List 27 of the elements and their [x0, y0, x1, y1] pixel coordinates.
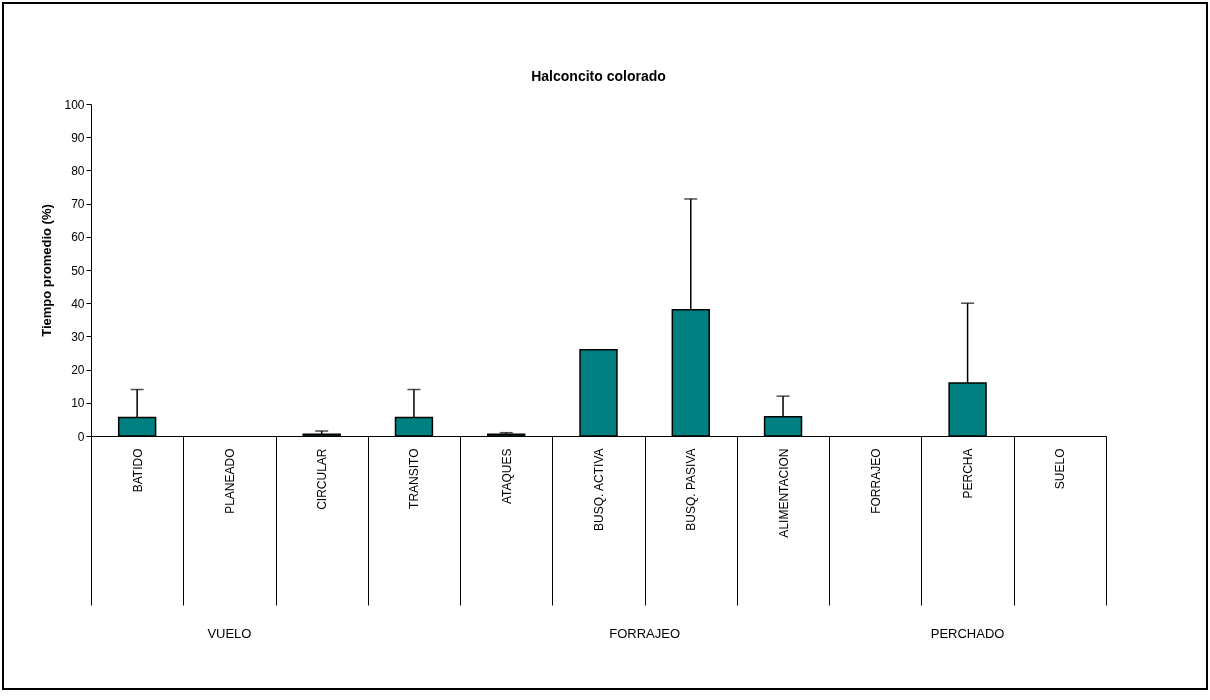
text: FORRAJEO	[609, 626, 681, 641]
x-tick-label: PLANEADO	[222, 448, 237, 514]
y-tick-label: 10	[71, 396, 85, 411]
y-tick-label: 60	[71, 230, 85, 245]
x-tick-label: ALIMENTACION	[776, 448, 791, 538]
y-tick-label: 0	[77, 429, 85, 444]
y-tick-label: 30	[71, 329, 85, 344]
x-tick-label: ATAQUES	[499, 448, 514, 505]
y-axis-title: Tiempo promedio (%)	[39, 204, 55, 337]
x-tick-label: BATIDO	[130, 448, 145, 493]
y-tick-label: 100	[64, 97, 85, 112]
y-tick-label: 20	[71, 363, 85, 378]
y-tick-label: 50	[71, 263, 85, 278]
chart-title: Halconcito colorado	[531, 68, 666, 84]
text: PERCHADO	[930, 626, 1005, 641]
x-tick-label: SUELO	[1053, 448, 1068, 490]
x-tick-label: TRANSITO	[407, 448, 422, 509]
x-tick-label: FORRAJEO	[868, 448, 883, 514]
y-tick-label: 70	[71, 197, 85, 212]
x-tick-label: CIRCULAR	[315, 448, 330, 510]
x-tick-label: BUSQ. ACTIVA	[592, 448, 606, 531]
y-tick-label: 40	[71, 296, 85, 311]
text: VUELO	[207, 626, 252, 641]
y-tick-label: 90	[71, 130, 85, 145]
y-tick-label: 80	[71, 163, 85, 178]
x-tick-label: BUSQ. PASIVA	[684, 448, 699, 531]
x-tick-label: PERCHA	[961, 448, 976, 499]
